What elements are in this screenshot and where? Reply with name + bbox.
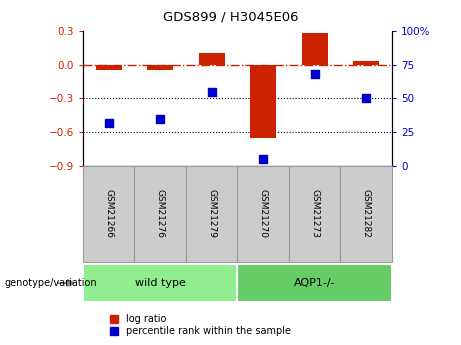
Text: GSM21279: GSM21279 <box>207 189 216 238</box>
Bar <box>186 166 237 262</box>
Text: GSM21266: GSM21266 <box>104 189 113 238</box>
Point <box>105 120 112 125</box>
Bar <box>353 61 379 65</box>
Text: GSM21270: GSM21270 <box>259 189 268 238</box>
Text: GSM21282: GSM21282 <box>361 189 371 238</box>
Text: GSM21276: GSM21276 <box>156 189 165 238</box>
Bar <box>250 65 276 138</box>
Bar <box>96 65 122 70</box>
Text: AQP1-/-: AQP1-/- <box>294 278 336 288</box>
Bar <box>237 166 289 262</box>
Bar <box>83 166 135 262</box>
Point <box>156 116 164 121</box>
Bar <box>237 264 392 302</box>
Bar <box>83 264 237 302</box>
Point <box>311 71 318 77</box>
Bar <box>340 166 392 262</box>
Point <box>260 156 267 161</box>
Point <box>208 89 215 94</box>
Text: GDS899 / H3045E06: GDS899 / H3045E06 <box>163 10 298 23</box>
Legend: log ratio, percentile rank within the sample: log ratio, percentile rank within the sa… <box>106 310 295 340</box>
Bar <box>302 33 327 65</box>
Text: wild type: wild type <box>135 278 186 288</box>
Text: genotype/variation: genotype/variation <box>5 278 97 288</box>
Bar <box>199 53 225 65</box>
Text: GSM21273: GSM21273 <box>310 189 319 238</box>
Bar <box>289 166 340 262</box>
Bar <box>135 166 186 262</box>
Bar <box>148 65 173 70</box>
Point <box>362 96 370 101</box>
